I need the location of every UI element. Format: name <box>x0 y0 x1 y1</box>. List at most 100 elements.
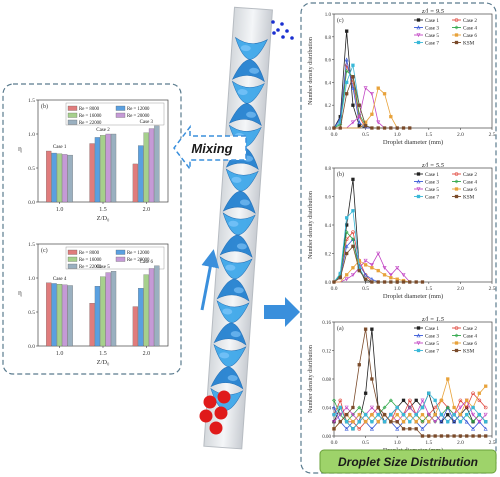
data-point <box>382 265 387 270</box>
blue-droplet <box>276 28 280 32</box>
data-point <box>351 420 355 424</box>
bar <box>143 274 149 347</box>
data-point <box>332 126 336 130</box>
data-point <box>452 405 456 410</box>
legend-label: KSM <box>463 41 475 47</box>
data-point <box>351 75 355 79</box>
data-point <box>376 268 380 273</box>
data-point <box>458 420 463 424</box>
legend-label: Re = 8000 <box>79 107 100 112</box>
bar <box>56 283 63 347</box>
bar-chart-1: 0.0 0.5 1.0 1.5 η (c) Re = 8000 Re = 12000 Re = … <box>18 242 169 366</box>
bar <box>89 303 95 347</box>
data-point <box>395 277 399 281</box>
data-point <box>477 398 482 403</box>
mixer-blade <box>222 212 256 236</box>
data-point <box>344 277 349 282</box>
legend-label: Case 5 <box>425 341 439 347</box>
x-tick-label: 2.0 <box>457 440 464 446</box>
data-point <box>363 86 368 91</box>
legend-label: Case 3 <box>425 334 439 340</box>
y-tick-label: 1.5 <box>28 98 35 104</box>
left-panel-frame <box>2 83 182 375</box>
mixer-blade <box>231 80 265 104</box>
legend-label: Case 3 <box>425 26 439 32</box>
x-tick-label: 2.0 <box>143 351 151 357</box>
data-point <box>464 405 469 410</box>
data-point <box>433 398 437 403</box>
panel-tag: (b) <box>41 103 48 110</box>
x-tick-label: 1.5 <box>99 207 107 213</box>
panel-tag: (a) <box>337 325 344 332</box>
data-point <box>351 63 355 67</box>
legend-label: Re = 22000 <box>79 265 102 270</box>
data-point <box>338 412 343 417</box>
data-point <box>439 434 444 438</box>
legend-label: Case 5 <box>425 187 439 193</box>
data-point <box>471 412 476 417</box>
mixer-blade <box>234 36 268 60</box>
y-tick-label: 0.0 <box>325 127 332 132</box>
y-tick-label: 0.6 <box>325 59 332 64</box>
data-point <box>471 405 475 410</box>
y-axis-label: Number density distribution <box>308 191 314 259</box>
data-point <box>439 419 444 424</box>
data-point <box>414 427 418 431</box>
bar <box>110 133 117 203</box>
data-point <box>370 266 374 270</box>
data-point <box>389 126 393 130</box>
data-point <box>370 112 374 116</box>
data-point <box>351 266 355 270</box>
data-point <box>382 405 387 410</box>
y-axis-label: Number density distribution <box>308 345 314 413</box>
data-point <box>439 398 444 403</box>
y-axis-label: Number density distribution <box>308 37 314 105</box>
data-point <box>332 412 336 417</box>
legend-swatch <box>67 105 78 111</box>
y-tick-label: 0.2 <box>325 104 332 109</box>
y-tick-label: 0.4 <box>325 81 332 86</box>
bar <box>89 143 95 203</box>
mixer-blade <box>213 322 247 346</box>
legend-label: Case 5 <box>425 33 439 39</box>
x-axis-label: Droplet diameter (mm) <box>383 293 443 300</box>
data-point <box>351 103 355 107</box>
data-point <box>344 244 349 249</box>
data-point <box>416 187 421 192</box>
data-point <box>369 405 374 410</box>
mixing-arrow <box>173 124 247 172</box>
mixer-blade <box>210 366 244 390</box>
red-droplet <box>217 390 231 404</box>
data-point <box>382 273 387 277</box>
data-point <box>357 427 362 431</box>
data-point <box>454 341 459 345</box>
bar <box>100 135 106 203</box>
data-point <box>420 405 425 410</box>
y-tick-label: 1.0 <box>28 276 35 282</box>
data-point <box>414 412 418 417</box>
y-tick-label: 1.0 <box>325 13 332 18</box>
legend-box <box>65 246 165 270</box>
data-point <box>464 419 469 424</box>
x-tick-label: 2.0 <box>143 207 151 213</box>
case-label: Case 6 <box>140 260 154 265</box>
data-point <box>408 420 412 424</box>
data-point <box>416 40 421 45</box>
bar <box>62 154 68 203</box>
y-tick-label: 0.04 <box>322 407 331 412</box>
data-point <box>370 420 374 424</box>
data-point <box>446 434 450 438</box>
data-point <box>395 280 399 284</box>
legend-swatch <box>115 249 126 255</box>
legend-label: KSM <box>463 349 475 355</box>
data-point <box>332 280 336 284</box>
x-tick-label: 0.0 <box>331 132 338 138</box>
data-point <box>416 18 421 22</box>
data-point <box>427 434 431 438</box>
data-point <box>357 363 361 367</box>
data-point <box>454 348 459 353</box>
data-point <box>454 18 459 22</box>
data-point <box>351 427 355 431</box>
legend-label: Re = 16000 <box>79 258 102 263</box>
data-point <box>332 398 336 403</box>
